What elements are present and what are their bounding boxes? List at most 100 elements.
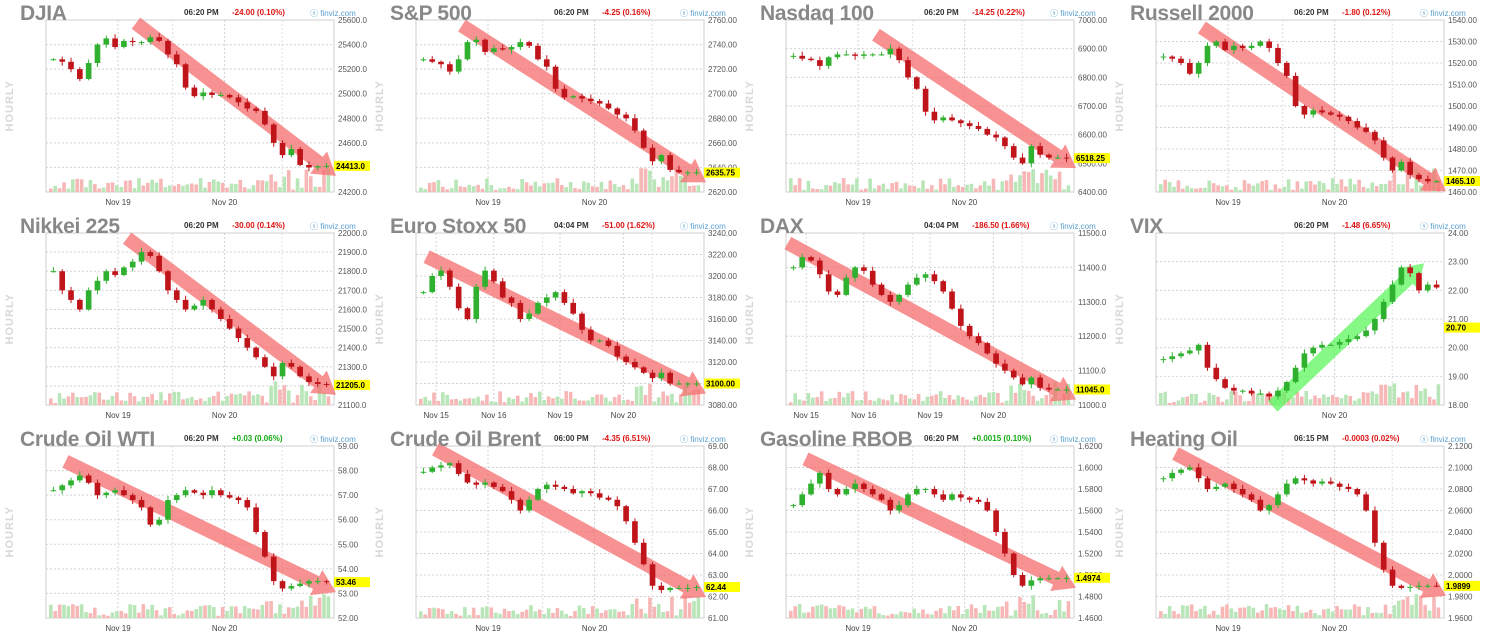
volume-bar [665,395,670,405]
chart-title[interactable]: Russell 2000 [1130,2,1254,25]
candle-body [491,482,497,487]
finviz-brand-link[interactable]: ⓢ finviz.com [310,221,356,232]
candle-body [314,581,321,583]
candle-body [1213,41,1220,46]
volume-bar [234,183,238,192]
volume-bar [75,605,80,618]
volume-bar [225,395,229,405]
chart-title[interactable]: Euro Stoxx 50 [390,215,527,238]
chart-panel-vix[interactable]: 24.00 23.00 22.00 21.00 20.00 19.00 18.00 Nov 2… [1110,213,1480,426]
candle-body [1169,356,1176,360]
volume-bar [674,402,679,405]
volume-bar [282,613,287,618]
chart-panel-s-p-500[interactable]: 2760.00 2740.00 2720.00 2700.00 2680.00 2660.… [370,0,740,213]
candle-body [561,292,568,303]
volume-bar [467,184,472,192]
volume-bar [996,393,1000,405]
brand-text: finviz.com [1060,435,1096,444]
volume-bar [850,184,855,192]
volume-bar [300,187,304,192]
chart-panel-crude-oil-brent[interactable]: 69.00 68.00 67.00 66.00 65.00 64.00 63.00 62.00… [370,426,740,639]
candle-body [1028,377,1035,385]
volume-bar [238,393,243,405]
volume-bar [1273,184,1278,192]
candle-body [834,489,841,495]
volume-bar [837,391,842,405]
chart-title[interactable]: VIX [1130,215,1163,238]
chart-panel-nikkei-225[interactable]: 22000.0 21900.0 21800.0 21700.0 21600.0 21500… [0,213,370,426]
x-tick-label: Nov 16 [481,411,507,420]
volume-bar [225,611,229,618]
volume-bar [141,185,146,192]
volume-bar [678,175,683,192]
volume-bar [683,176,687,192]
volume-bar [1229,608,1234,618]
volume-bar [454,398,458,405]
hourly-timeframe-label: HOURLY [744,506,756,558]
volume-bar [1300,612,1304,618]
candle-body [323,581,330,583]
chart-panel-gasoline-rbob[interactable]: 1.62001.60001.58001.56001.54001.52001.50… [740,426,1110,639]
volume-bar [996,189,1000,192]
chart-panel-djia[interactable]: 25600.0 25400.0 25200.0 25000.0 24800.0 24600… [0,0,370,213]
volume-bar [877,398,881,405]
volume-bar [872,188,877,192]
volume-bar [542,400,546,405]
volume-bar [1410,398,1414,405]
volume-bar [286,170,291,192]
candle-body [922,489,929,490]
finviz-brand-link[interactable]: ⓢ finviz.com [1050,221,1096,232]
brand-text: finviz.com [690,222,726,231]
finviz-brand-link[interactable]: ⓢ finviz.com [310,8,356,19]
volume-bar [181,399,185,405]
chart-title[interactable]: Nasdaq 100 [760,2,874,25]
chart-panel-euro-stoxx-50[interactable]: 3240.00 3220.00 3200.00 3180.00 3160.00 3140.… [370,213,740,426]
finviz-brand-link[interactable]: ⓢ finviz.com [1420,221,1466,232]
finviz-brand-link[interactable]: ⓢ finviz.com [1420,8,1466,19]
volume-bar [1304,612,1309,618]
volume-bar [912,399,916,405]
volume-bar [868,178,872,192]
chart-panel-crude-oil-wti[interactable]: 59.00 58.00 57.00 56.00 55.00 54.00 53.00 52.00… [0,426,370,639]
x-tick-label: Nov 19 [845,624,871,633]
volume-bar [1366,607,1370,618]
finviz-brand-link[interactable]: ⓢ finviz.com [1420,434,1466,445]
candle-body [1204,478,1211,489]
volume-bar [291,402,295,405]
candle-body [852,54,858,56]
quote-time: 06:15 PM [1294,434,1329,443]
finviz-brand-link[interactable]: ⓢ finviz.com [680,221,726,232]
chart-panel-nasdaq-100[interactable]: 7000.00 6900.00 6800.00 6700.00 6600.00 6500.… [740,0,1110,213]
volume-bar [57,604,62,618]
chart-panel-heating-oil[interactable]: 2.1200 2.1000 2.0800 2.0600 2.0400 2.0200 2.00… [1110,426,1480,639]
candle-body [958,308,964,326]
candle-body [473,482,480,485]
chart-panel-russell-2000[interactable]: 1540.00 1530.00 1520.00 1510.00 1500.00 1490.… [1110,0,1480,213]
y-tick-label: 62.00 [708,593,729,602]
chart-panel-dax[interactable]: 11500.0 11400.0 11300.0 11200.0 11100.0 11000… [740,213,1110,426]
candle-body [878,284,885,295]
chart-title[interactable]: Gasoline RBOB [760,428,913,451]
candle-body [147,507,154,525]
volume-bar [789,402,793,405]
quote-time: 04:04 PM [924,221,959,230]
candle-body [438,61,444,65]
chart-title[interactable]: Nikkei 225 [20,215,120,238]
chart-title[interactable]: Crude Oil Brent [390,428,541,451]
finviz-brand-link[interactable]: ⓢ finviz.com [680,434,726,445]
chart-title[interactable]: Heating Oil [1130,428,1238,451]
candle-body [958,494,964,498]
chart-title[interactable]: DAX [760,215,804,238]
chart-title[interactable]: DJIA [20,2,67,25]
finviz-brand-link[interactable]: ⓢ finviz.com [680,8,726,19]
finviz-brand-link[interactable]: ⓢ finviz.com [1050,8,1096,19]
finviz-brand-link[interactable]: ⓢ finviz.com [1050,434,1096,445]
chart-title[interactable]: Crude Oil WTI [20,428,155,451]
candle-body [1063,577,1070,579]
candle-body [984,343,991,354]
chart-title[interactable]: S&P 500 [390,2,472,25]
finviz-brand-link[interactable]: ⓢ finviz.com [310,434,356,445]
candle-body [1010,370,1017,378]
volume-bar [295,178,300,192]
volume-bar [498,188,502,192]
